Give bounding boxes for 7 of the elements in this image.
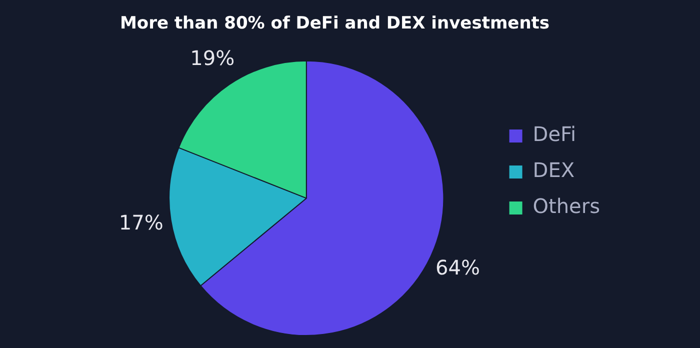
data-label: 19% <box>190 46 235 70</box>
legend-label: DeFi <box>532 122 576 146</box>
data-label: 17% <box>118 210 164 235</box>
data-label: 64% <box>436 256 480 280</box>
legend-label: DEX <box>532 158 575 182</box>
chart-title: More than 80% of DeFi and DEX investments <box>120 14 550 34</box>
legend-label: Others <box>532 194 600 218</box>
